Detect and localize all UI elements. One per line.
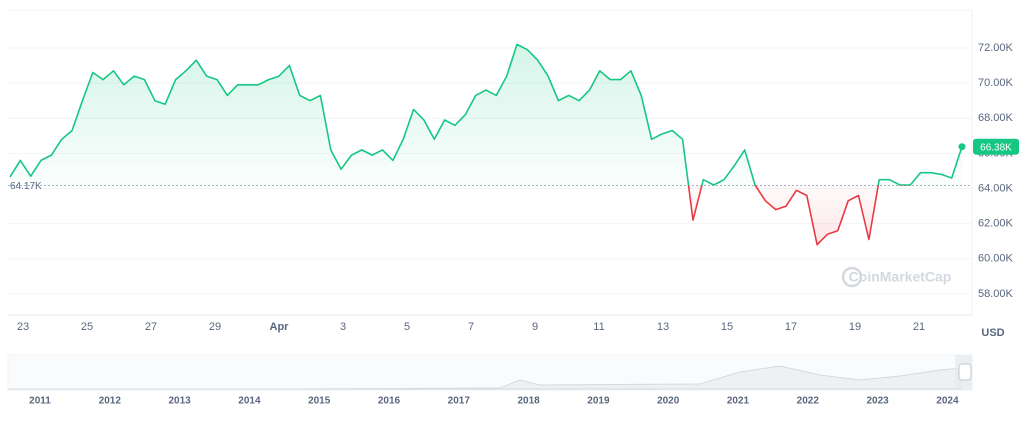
x-tick-label: 7: [468, 321, 474, 333]
x-tick-label: 9: [532, 321, 538, 333]
x-tick-label: 3: [340, 321, 346, 333]
x-tick-label: 13: [657, 321, 669, 333]
navigator-label: 2017: [448, 396, 471, 407]
y-axis-unit: USD: [981, 327, 1004, 339]
x-tick-label: Apr: [270, 321, 290, 333]
navigator-label: 2021: [727, 396, 750, 407]
navigator-label: 2015: [308, 396, 331, 407]
y-tick-label: 60.00K: [978, 253, 1014, 265]
navigator-label: 2012: [99, 396, 122, 407]
navigator-label: 2014: [238, 396, 261, 407]
x-tick-label: 29: [209, 321, 221, 333]
y-tick-label: 70.00K: [978, 77, 1014, 89]
x-tick-label: 15: [721, 321, 733, 333]
x-tick-label: 5: [404, 321, 410, 333]
navigator-label: 2018: [517, 396, 540, 407]
x-tick-label: 17: [785, 321, 797, 333]
navigator-label: 2016: [378, 396, 401, 407]
navigator-label: 2020: [657, 396, 680, 407]
navigator-history: [8, 365, 963, 390]
navigator-label: 2023: [866, 396, 889, 407]
last-price-dot: [958, 143, 966, 151]
navigator-label: 2019: [587, 396, 610, 407]
y-tick-label: 62.00K: [978, 218, 1014, 230]
navigator-label: 2024: [936, 396, 959, 407]
price-line: [9, 43, 963, 246]
watermark-logo: [841, 266, 863, 288]
x-tick-label: 27: [145, 321, 157, 333]
navigator-label: 2013: [168, 396, 191, 407]
x-tick-label: 19: [849, 321, 861, 333]
y-tick-label: 68.00K: [978, 112, 1014, 124]
y-tick-label: 72.00K: [978, 42, 1014, 54]
last-price-label: 66.38K: [980, 142, 1012, 153]
navigator-label: 2022: [797, 396, 820, 407]
x-tick-label: 11: [593, 321, 604, 333]
watermark: CoinMarketCap: [849, 269, 952, 285]
last-price-tag: [973, 138, 1019, 155]
baseline-label: 64.17K: [10, 181, 42, 192]
y-tick-label: 64.00K: [978, 182, 1014, 194]
navigator-handle[interactable]: [958, 363, 972, 381]
x-tick-label: 23: [17, 321, 29, 333]
x-tick-label: 25: [81, 321, 93, 333]
y-tick-label: 58.00K: [978, 288, 1014, 300]
price-area: [10, 44, 962, 245]
x-tick-label: 21: [913, 321, 925, 333]
navigator-label: 2011: [29, 396, 51, 407]
